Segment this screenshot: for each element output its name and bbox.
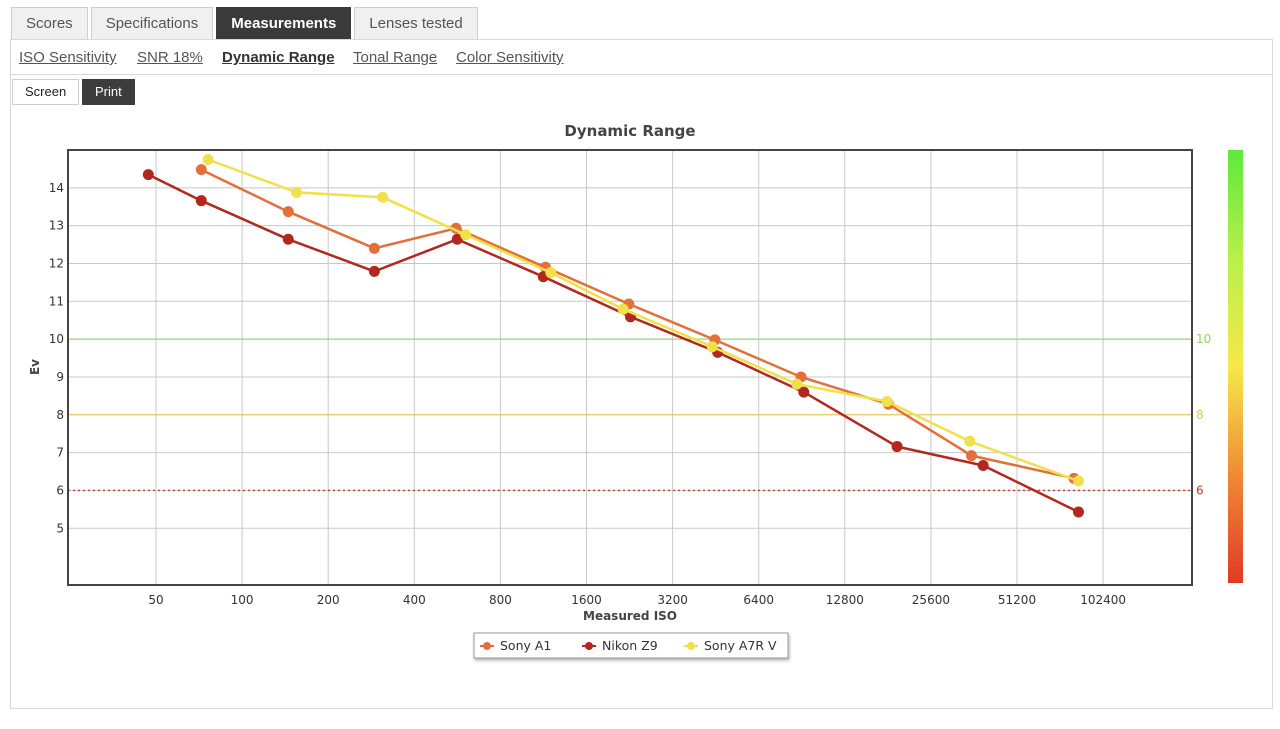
measurement-subnav: ISO Sensitivity SNR 18% Dynamic Range To… [11,40,1272,75]
main-tabs: Scores Specifications Measurements Lense… [11,7,481,40]
measurements-panel: ISO Sensitivity SNR 18% Dynamic Range To… [10,39,1273,709]
tab-specifications[interactable]: Specifications [90,7,214,39]
subtab-color-sensitivity[interactable]: Color Sensitivity [456,49,564,66]
subtab-snr-18[interactable]: SNR 18% [137,49,203,66]
tab-scores[interactable]: Scores [11,7,88,39]
tab-lenses-tested[interactable]: Lenses tested [354,7,478,39]
tab-measurements[interactable]: Measurements [216,7,352,39]
subtab-tonal-range[interactable]: Tonal Range [353,49,438,66]
subtab-iso-sensitivity[interactable]: ISO Sensitivity [19,49,117,66]
print-toggle-button[interactable]: Print [82,79,135,105]
screen-toggle-button[interactable]: Screen [12,79,80,105]
subtab-dynamic-range[interactable]: Dynamic Range [222,49,335,66]
